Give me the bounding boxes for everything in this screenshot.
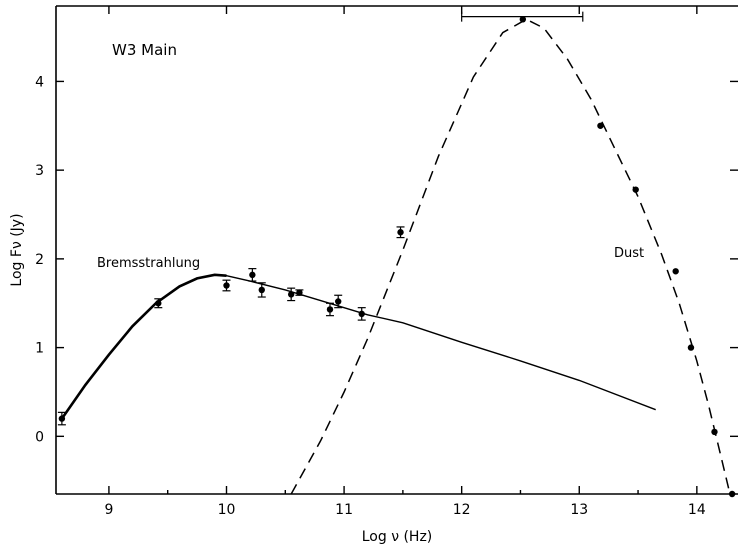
data-point — [397, 229, 404, 236]
x-tick-label: 13 — [570, 502, 588, 518]
data-points — [57, 11, 736, 498]
data-point — [711, 428, 718, 436]
y-tick-label: 4 — [35, 74, 44, 90]
x-tick-label: 9 — [104, 502, 113, 518]
data-point — [223, 282, 230, 289]
data-point — [335, 298, 342, 305]
data-point — [258, 286, 265, 294]
y-tick-label: 0 — [35, 429, 44, 445]
data-point — [155, 300, 162, 307]
data-point — [687, 344, 695, 351]
data-point — [728, 490, 736, 498]
chart-title: W3 Main — [112, 41, 177, 59]
x-tick-label: 11 — [335, 502, 353, 518]
dust-label: Dust — [614, 246, 644, 261]
bremsstrahlung-curve — [61, 274, 656, 420]
data-point — [632, 186, 639, 193]
plot-frame — [55, 5, 738, 495]
dust-curve — [290, 18, 731, 494]
bremsstrahlung-label: Bremsstrahlung — [97, 256, 200, 271]
data-point — [58, 415, 66, 422]
data-point — [249, 271, 256, 279]
data-point — [672, 268, 679, 275]
x-axis-label: Log ν (Hz) — [362, 529, 433, 545]
y-axis-label: Log Fν (Jy) — [9, 213, 25, 286]
data-point — [519, 16, 527, 23]
data-point — [296, 289, 303, 296]
x-tick-label: 14 — [688, 502, 706, 518]
bremsstrahlung-curve-thick — [60, 273, 227, 420]
data-point — [326, 306, 334, 313]
x-tick-label: 12 — [453, 502, 471, 518]
y-tick-label: 1 — [35, 341, 44, 357]
data-point — [597, 122, 604, 129]
data-point — [287, 291, 295, 298]
y-tick-label: 3 — [35, 163, 44, 179]
data-point — [358, 310, 365, 318]
x-tick-label: 10 — [218, 502, 236, 518]
y-tick-label: 2 — [35, 252, 44, 268]
